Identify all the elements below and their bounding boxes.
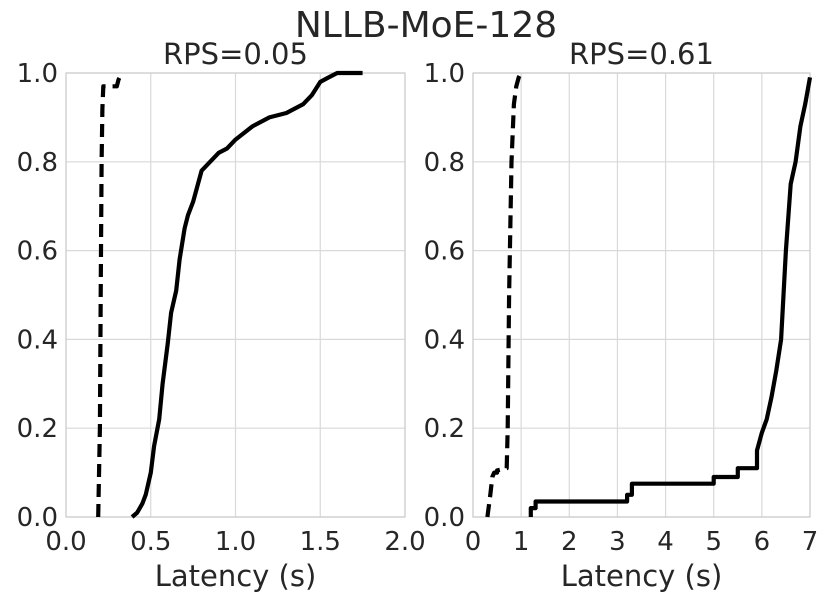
x-tick-label: 0 bbox=[465, 527, 482, 557]
y-tick-label: 0.6 bbox=[17, 237, 58, 267]
x-tick-label: 1.0 bbox=[215, 527, 256, 557]
x-tick-label: 0.0 bbox=[45, 527, 86, 557]
figure-suptitle: NLLB-MoE-128 bbox=[295, 5, 557, 46]
y-tick-label: 0.2 bbox=[17, 414, 58, 444]
x-tick-label: 1 bbox=[513, 527, 530, 557]
y-tick-label: 1.0 bbox=[424, 59, 465, 89]
panel-title: RPS=0.05 bbox=[163, 37, 308, 71]
x-tick-label: 0.5 bbox=[130, 527, 171, 557]
solid-cdf-line bbox=[130, 70, 363, 519]
x-tick-label: 7 bbox=[802, 527, 819, 557]
panel-title: RPS=0.61 bbox=[569, 37, 714, 71]
x-tick-label: 6 bbox=[754, 527, 771, 557]
y-tick-label: 0.0 bbox=[424, 503, 465, 533]
y-tick-label: 0.4 bbox=[424, 325, 465, 355]
x-tick-label: 1.5 bbox=[300, 527, 341, 557]
dashed-cdf-line bbox=[485, 71, 523, 518]
x-axis-label: Latency (s) bbox=[561, 559, 723, 593]
y-tick-label: 0.6 bbox=[424, 237, 465, 267]
y-tick-label: 0.8 bbox=[424, 148, 465, 178]
x-tick-label: 2.0 bbox=[384, 527, 425, 557]
y-tick-label: 0.4 bbox=[17, 325, 58, 355]
x-tick-label: 5 bbox=[705, 527, 722, 557]
chart-panel-1: 0.0 0.5 1.0 1.5 2.0 0.0 0.2 0.4 0.6 0.8 1.0 RPS=0.0… bbox=[17, 37, 426, 593]
y-tick-label: 0.8 bbox=[17, 148, 58, 178]
x-tick-label: 4 bbox=[657, 527, 674, 557]
chart-panels: 0.0 0.5 1.0 1.5 2.00.00.20.40.60.81.0RPS=0.0… bbox=[17, 37, 819, 593]
y-tick-label: 1.0 bbox=[17, 59, 58, 89]
chart-panel-2: 0 1 2 3 4 5 6 7 0.0 0.2 0.4 0.6 0.8 1.0 RPS=0.61 Latenc… bbox=[424, 37, 819, 593]
y-tick-label: 0.2 bbox=[424, 414, 465, 444]
plot-frame bbox=[65, 72, 406, 518]
solid-cdf-line bbox=[528, 77, 812, 517]
dashed-cdf-line bbox=[96, 72, 124, 518]
plot-frame bbox=[472, 72, 811, 518]
y-tick-label: 0.0 bbox=[17, 503, 58, 533]
x-axis-label: Latency (s) bbox=[155, 559, 317, 593]
x-tick-label: 2 bbox=[561, 527, 578, 557]
x-tick-label: 3 bbox=[609, 527, 626, 557]
